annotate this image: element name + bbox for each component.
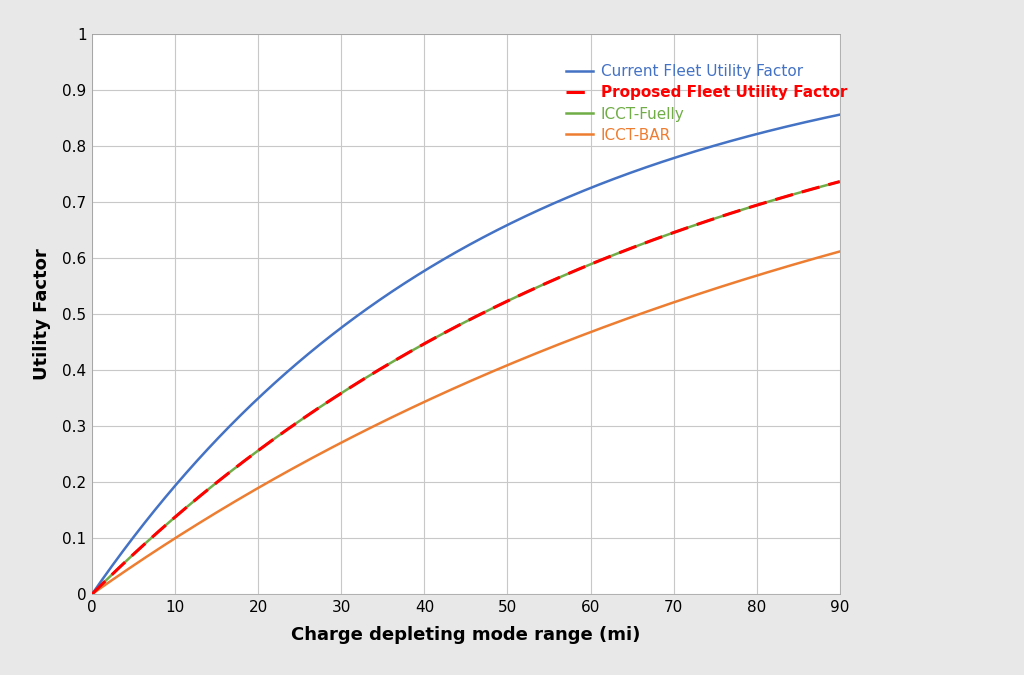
Y-axis label: Utility Factor: Utility Factor xyxy=(33,248,51,380)
X-axis label: Charge depleting mode range (mi): Charge depleting mode range (mi) xyxy=(291,626,641,644)
Legend: Current Fleet Utility Factor, Proposed Fleet Utility Factor, ICCT-Fuelly, ICCT-B: Current Fleet Utility Factor, Proposed F… xyxy=(559,58,853,148)
